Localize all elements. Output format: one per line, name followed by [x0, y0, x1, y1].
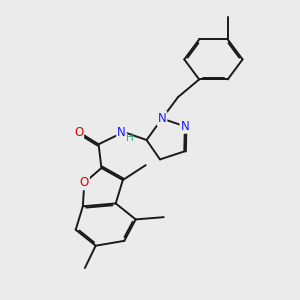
Text: O: O [74, 125, 83, 139]
Text: N: N [181, 120, 189, 133]
Text: H: H [126, 133, 134, 143]
Text: O: O [80, 176, 89, 189]
Text: N: N [158, 112, 166, 125]
Text: N: N [117, 125, 126, 139]
